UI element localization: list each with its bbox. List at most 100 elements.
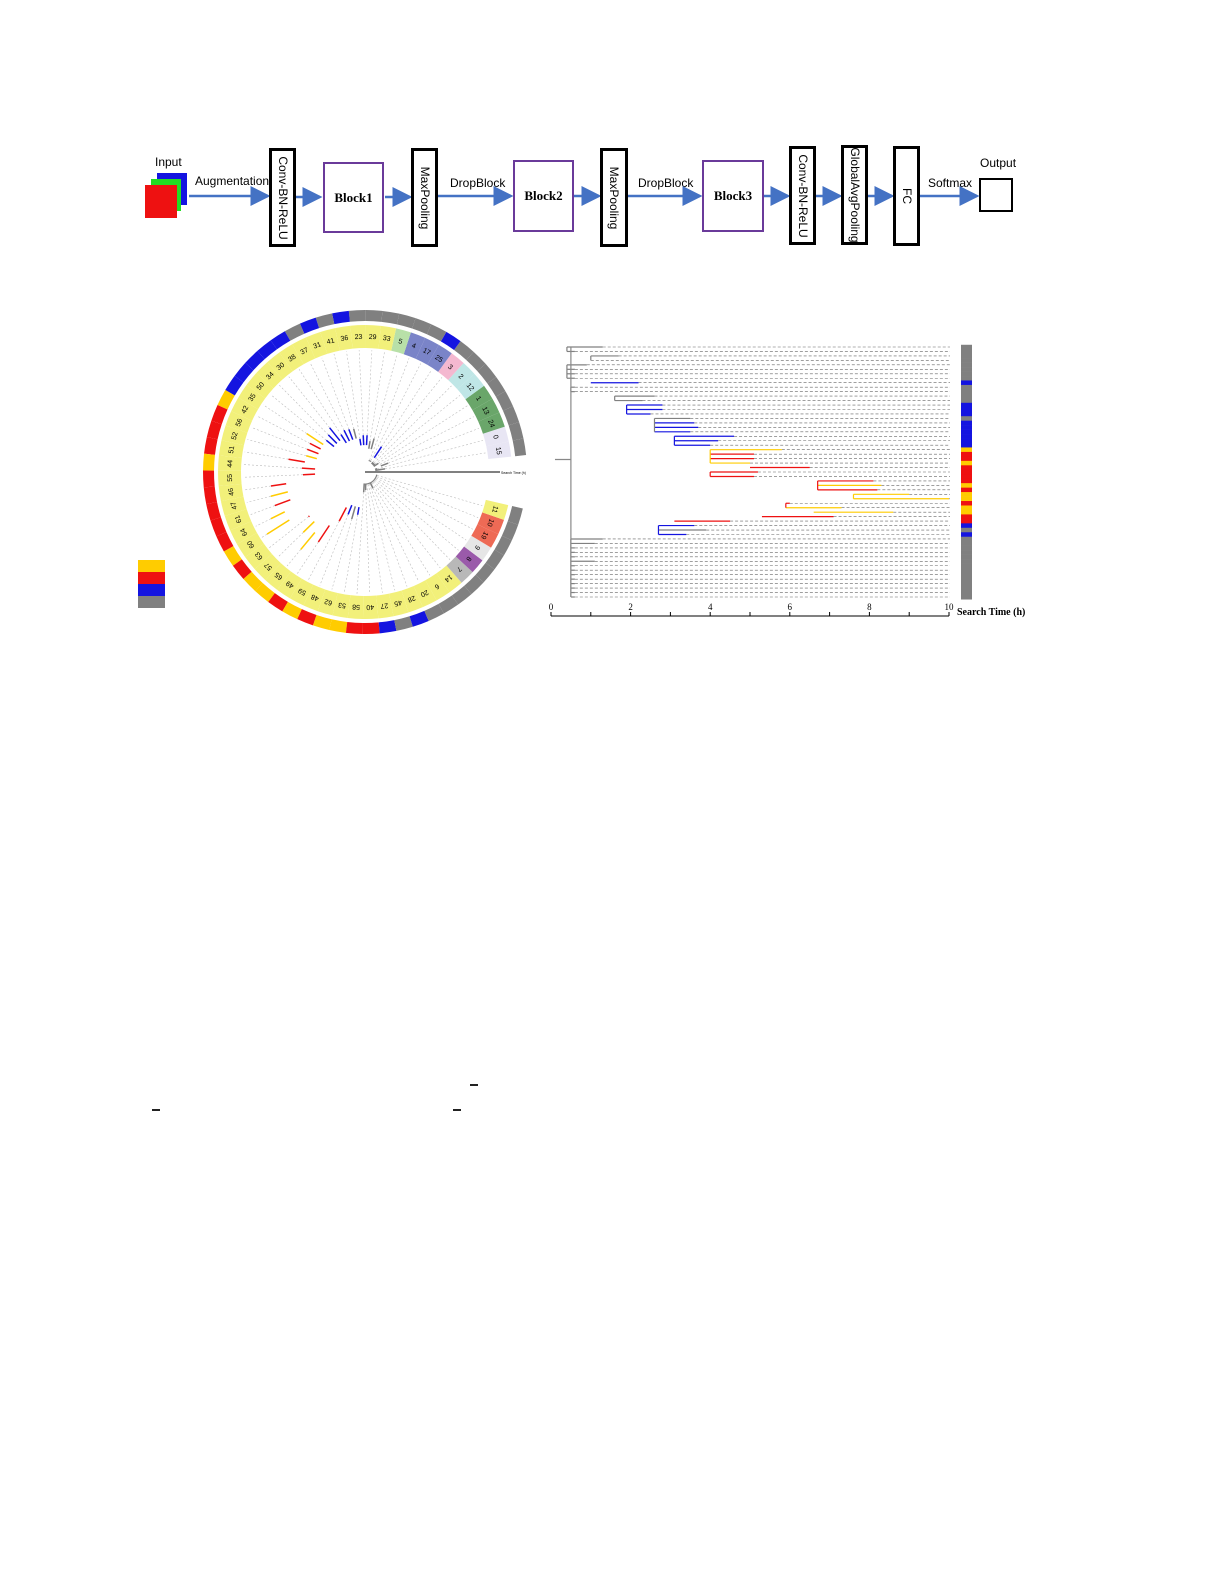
edge-label-dropblock: DropBlock (638, 176, 694, 190)
outer-ring-segment (284, 323, 305, 341)
leaf-guide-line (262, 404, 307, 434)
inner-ring-segment (231, 397, 259, 421)
outer-ring-segment (203, 470, 215, 488)
inner-ring-segment (277, 571, 302, 599)
leaf-label: 8 (464, 555, 472, 563)
outer-ring-segment (477, 363, 497, 384)
outer-ring-segment (348, 310, 366, 322)
leaf-label: 4 (411, 342, 417, 350)
leaf-label: 5 (397, 338, 403, 346)
inner-ring-segment (482, 499, 509, 520)
leaf-guide-line (244, 451, 289, 460)
tree-branch (373, 478, 376, 481)
class-strip-cell (961, 362, 972, 368)
class-strip-cell (961, 411, 972, 417)
tree-branch (370, 438, 375, 450)
outer-ring-segment (243, 571, 263, 592)
inner-ring-segment (221, 425, 248, 446)
inner-ring-segment (224, 509, 252, 531)
tree-branch (374, 468, 378, 471)
legend-swatch-yellow (138, 560, 165, 572)
inner-ring-segment (425, 573, 450, 601)
leaf-guide-line (261, 533, 268, 538)
class-strip-cell (961, 442, 972, 448)
inner-ring-segment (477, 512, 504, 535)
leaf-guide-line (251, 427, 308, 450)
outer-ring-segment (332, 310, 350, 325)
class-strip-cell (961, 590, 972, 596)
class-strip-cell (961, 567, 972, 573)
leaf-label: 10 (485, 517, 494, 527)
leaf-label: 23 (354, 334, 362, 341)
tree-branch (370, 481, 373, 484)
class-strip-cell (961, 402, 972, 408)
outer-ring-segment (345, 621, 363, 634)
leaf-label: 19 (479, 530, 489, 540)
class-strip-cell (961, 514, 972, 520)
leaf-guide-line (331, 518, 353, 590)
class-strip-cell (961, 349, 972, 354)
inner-ring-segment (347, 595, 364, 619)
text-mark (470, 1084, 478, 1086)
class-strip-cell (961, 358, 972, 363)
outer-ring-segment (362, 622, 380, 634)
tree-branch (365, 435, 368, 446)
tree-branch (352, 428, 357, 439)
class-strip-cell (961, 594, 972, 600)
inner-ring-segment (415, 337, 439, 365)
tree-branch (373, 462, 379, 467)
tree-branch (348, 429, 354, 440)
inner-ring-segment (220, 496, 247, 517)
stage-maxpooling: MaxPooling (600, 148, 628, 247)
class-strip-cell (961, 563, 972, 569)
tree-branch (306, 455, 318, 460)
inner-ring-segment (225, 411, 253, 433)
outer-ring-segment (203, 486, 218, 505)
leaf-guide-line (309, 362, 345, 431)
tree-branch (317, 525, 330, 543)
output-box (979, 178, 1013, 212)
tree-branch (338, 507, 348, 522)
inner-ring-segment (218, 440, 244, 458)
class-strip-cell (961, 447, 972, 453)
outer-ring-segment (282, 601, 302, 620)
leaf-guide-line (372, 488, 420, 582)
leaf-label: 6 (433, 582, 440, 590)
class-strip-cell (961, 487, 972, 493)
tree-branch (359, 438, 362, 446)
inner-ring-segment (401, 586, 423, 613)
class-strip-cell (961, 496, 972, 502)
inner-ring-segment (427, 344, 452, 372)
leaf-label: 15 (494, 447, 502, 456)
tree-branch (302, 473, 316, 476)
leaf-label: 45 (393, 598, 402, 607)
leaf-guide-line (269, 516, 309, 548)
outer-ring-segment (495, 391, 514, 411)
tree-branch (374, 477, 376, 480)
leaf-guide-line (381, 369, 432, 447)
class-strip-cell (961, 581, 972, 587)
outer-ring-segment (424, 603, 444, 621)
class-strip-cell (961, 434, 972, 439)
class-strip-cell (961, 545, 972, 551)
class-strip-cell (961, 393, 972, 399)
class-strip-cell (961, 509, 972, 515)
tree-branch (288, 458, 305, 463)
outer-ring-segment (396, 313, 416, 329)
class-strip-cell (961, 559, 972, 564)
legend-swatch-gray (138, 596, 165, 608)
class-strip-cell (961, 371, 972, 377)
outer-ring-segment (232, 559, 252, 580)
stage-global-avg-pooling: GlobalAvgPooling (841, 145, 868, 245)
x-tick-label: 4 (708, 602, 713, 612)
class-strip-cell (961, 438, 972, 444)
inner-ring-segment (457, 373, 485, 400)
stage-block2: Block2 (513, 160, 574, 232)
tree-branch (362, 483, 365, 493)
pipeline-arrows (189, 186, 980, 207)
outer-ring-segment (255, 583, 275, 602)
inner-ring-segment (317, 589, 338, 616)
stage-conv-bn-relu: Conv-BN-ReLU (269, 148, 296, 247)
leaf-label: 25 (433, 354, 443, 364)
tree-branch (306, 432, 324, 446)
